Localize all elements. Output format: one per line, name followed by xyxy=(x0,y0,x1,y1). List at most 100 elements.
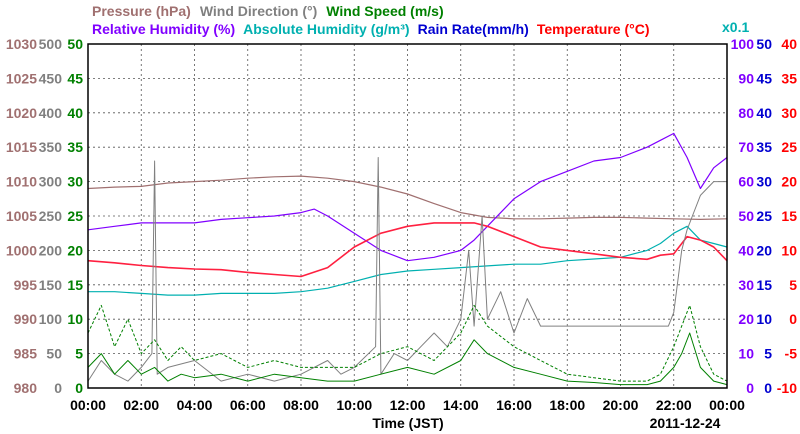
wind-speed-tick-label: 0 xyxy=(75,380,83,396)
temperature-tick-label: -10 xyxy=(777,380,797,396)
humidity-tick-label: 30 xyxy=(738,277,754,293)
humidity-tick-label: 10 xyxy=(738,346,754,362)
x-tick-label: 00:00 xyxy=(70,397,106,413)
pressure-tick-label: 1025 xyxy=(6,70,37,86)
x-axis-title: Time (JST) xyxy=(372,415,443,431)
legend-entry: Rain Rate(mm/h) xyxy=(418,21,529,37)
wind-speed-tick-label: 20 xyxy=(67,242,83,258)
wind-direction-tick-label: 200 xyxy=(39,242,63,258)
rain-rate-tick-label: 30 xyxy=(756,174,772,190)
pressure-tick-label: 980 xyxy=(14,380,38,396)
humidity-tick-label: 40 xyxy=(738,242,754,258)
wind-direction-tick-label: 500 xyxy=(39,36,63,52)
rain-rate-tick-label: 10 xyxy=(756,311,772,327)
legend-entry: Wind Direction (°) xyxy=(200,3,317,19)
legend-entry: Pressure (hPa) xyxy=(92,3,191,19)
rain-rate-tick-label: 40 xyxy=(756,105,772,121)
temperature-tick-label: -5 xyxy=(785,346,798,362)
humidity-tick-label: 90 xyxy=(738,70,754,86)
x-tick-label: 14:00 xyxy=(443,397,479,413)
humidity-tick-label: 70 xyxy=(738,139,754,155)
temperature-tick-label: 15 xyxy=(781,208,797,224)
temperature-tick-label: 35 xyxy=(781,70,797,86)
pressure-tick-label: 1030 xyxy=(6,36,37,52)
series-relative-humidity xyxy=(87,132,728,262)
date-label: 2011-12-24 xyxy=(650,415,721,431)
right-axes: 0102030405060708090100051015202530354045… xyxy=(731,36,798,396)
humidity-tick-label: 0 xyxy=(746,380,754,396)
left-axes: 9809859909951000100510101015102010251030… xyxy=(6,36,83,396)
wind-direction-tick-label: 250 xyxy=(39,208,63,224)
x-tick-label: 08:00 xyxy=(283,397,319,413)
rain-rate-tick-label: 35 xyxy=(756,139,772,155)
legend-entry: Temperature (°C) xyxy=(537,21,650,37)
x-tick-label: 06:00 xyxy=(230,397,266,413)
rain-rate-tick-label: 0 xyxy=(764,380,772,396)
wind-speed-tick-label: 45 xyxy=(67,70,83,86)
temperature-tick-label: 10 xyxy=(781,242,797,258)
temperature-tick-label: 40 xyxy=(781,36,797,52)
rain-rate-tick-label: 45 xyxy=(756,70,772,86)
pressure-tick-label: 1000 xyxy=(6,242,37,258)
pressure-tick-label: 1015 xyxy=(6,139,37,155)
wind-speed-tick-label: 40 xyxy=(67,105,83,121)
wind-direction-tick-label: 450 xyxy=(39,70,63,86)
series-pressure-hpa xyxy=(87,175,728,220)
legend-entry: Absolute Humidity (g/m³) xyxy=(243,21,409,37)
wind-speed-tick-label: 35 xyxy=(67,139,83,155)
humidity-tick-label: 100 xyxy=(731,36,755,52)
wind-direction-tick-label: 150 xyxy=(39,277,63,293)
wind-speed-tick-label: 5 xyxy=(75,346,83,362)
pressure-tick-label: 1020 xyxy=(6,105,37,121)
wind-direction-tick-label: 50 xyxy=(46,346,62,362)
wind-direction-tick-label: 0 xyxy=(54,380,62,396)
rain-rate-tick-label: 50 xyxy=(756,36,772,52)
wind-speed-tick-label: 15 xyxy=(67,277,83,293)
plot-frame xyxy=(87,43,728,389)
humidity-tick-label: 50 xyxy=(738,208,754,224)
x-tick-label: 04:00 xyxy=(177,397,213,413)
x-tick-label: 00:00 xyxy=(709,397,745,413)
legend-multiplier: x0.1 xyxy=(722,19,749,35)
rain-rate-tick-label: 25 xyxy=(756,208,772,224)
pressure-tick-label: 990 xyxy=(14,311,38,327)
pressure-tick-label: 995 xyxy=(14,277,38,293)
humidity-tick-label: 60 xyxy=(738,174,754,190)
temperature-tick-label: 5 xyxy=(789,277,797,293)
pressure-tick-label: 1010 xyxy=(6,174,37,190)
rain-rate-tick-label: 5 xyxy=(764,346,772,362)
series-wind-speed-m-s xyxy=(87,332,728,386)
pressure-tick-label: 1005 xyxy=(6,208,37,224)
series-temperature-c xyxy=(87,222,728,278)
legend-entry: Relative Humidity (%) xyxy=(92,21,235,37)
wind-direction-tick-label: 400 xyxy=(39,105,63,121)
wind-speed-tick-label: 25 xyxy=(67,208,83,224)
wind-speed-tick-label: 50 xyxy=(67,36,83,52)
x-tick-label: 12:00 xyxy=(390,397,426,413)
humidity-tick-label: 80 xyxy=(738,105,754,121)
legend: Pressure (hPa) Wind Direction (°) Wind Spe… xyxy=(92,3,749,37)
x-axis: 00:00 02:00 04:00 06:00 08:00 10:00 12:00 14:00… xyxy=(70,397,745,431)
x-tick-label: 10:00 xyxy=(336,397,372,413)
wind-direction-tick-label: 100 xyxy=(39,311,63,327)
rain-rate-tick-label: 15 xyxy=(756,277,772,293)
grid xyxy=(88,44,727,388)
x-tick-label: 02:00 xyxy=(123,397,159,413)
series-wind-direction xyxy=(87,157,727,382)
pressure-tick-label: 985 xyxy=(14,346,38,362)
temperature-tick-label: 30 xyxy=(781,105,797,121)
temperature-tick-label: 0 xyxy=(789,311,797,327)
x-tick-label: 16:00 xyxy=(496,397,532,413)
humidity-tick-label: 20 xyxy=(738,311,754,327)
x-tick-label: 20:00 xyxy=(603,397,639,413)
wind-direction-tick-label: 300 xyxy=(39,174,63,190)
temperature-tick-label: 25 xyxy=(781,139,797,155)
legend-entry: Wind Speed (m/s) xyxy=(326,3,443,19)
series-absolute-humidity-g-m xyxy=(88,225,728,296)
wind-speed-tick-label: 10 xyxy=(67,311,83,327)
series-wind-speed-m-s-peak xyxy=(87,304,728,382)
wind-direction-tick-label: 350 xyxy=(39,139,63,155)
rain-rate-tick-label: 20 xyxy=(756,242,772,258)
wind-speed-tick-label: 30 xyxy=(67,174,83,190)
